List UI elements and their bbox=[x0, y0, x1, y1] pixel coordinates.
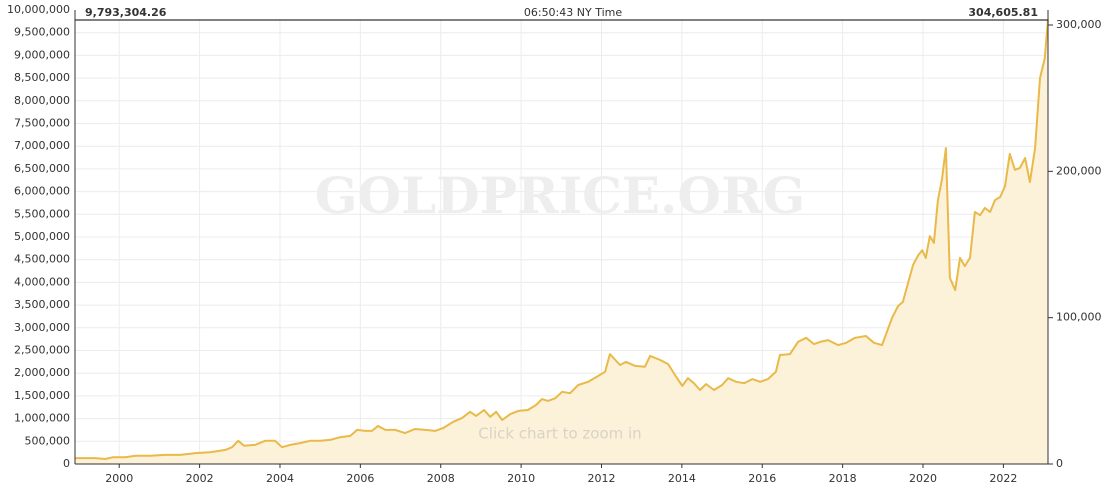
y-tick-label: 0 bbox=[63, 457, 70, 470]
y-tick-label: 10,000,000 bbox=[7, 3, 70, 16]
y-tick-label: 4,500,000 bbox=[14, 253, 70, 266]
y-tick-label: 5,000,000 bbox=[14, 230, 70, 243]
x-tick-label: 2020 bbox=[909, 472, 937, 485]
y-tick-label: 1,500,000 bbox=[14, 389, 70, 402]
y-tick-label: 5,500,000 bbox=[14, 207, 70, 220]
y-tick-label: 8,000,000 bbox=[14, 94, 70, 107]
x-tick-label: 2022 bbox=[989, 472, 1017, 485]
grid-layer bbox=[75, 9, 1048, 465]
area bbox=[75, 19, 1048, 465]
y-tick-label: 4,000,000 bbox=[14, 275, 70, 288]
y-tick-label: 1,000,000 bbox=[14, 412, 70, 425]
x-tick-label: 2012 bbox=[587, 472, 615, 485]
y-tick-label: 9,000,000 bbox=[14, 48, 70, 61]
x-tick-label: 2008 bbox=[427, 472, 455, 485]
y-tick-label: 9,500,000 bbox=[14, 26, 70, 39]
plot-layer bbox=[75, 19, 1049, 465]
x-tick-label: 2016 bbox=[748, 472, 776, 485]
x-tick-label: 2018 bbox=[829, 472, 857, 485]
y-tick-label: 6,000,000 bbox=[14, 185, 70, 198]
header-right-value: 304,605.81 bbox=[968, 6, 1038, 19]
x-tick-label: 2002 bbox=[186, 472, 214, 485]
header-left-value: 9,793,304.26 bbox=[85, 6, 167, 19]
y2-tick-label: 0 bbox=[1056, 457, 1063, 470]
x-tick-label: 2000 bbox=[105, 472, 133, 485]
price-line bbox=[75, 19, 1049, 460]
y-tick-label: 7,500,000 bbox=[14, 117, 70, 130]
x-tick-label: 2014 bbox=[668, 472, 696, 485]
y2-tick-label: 100,000 bbox=[1056, 311, 1102, 324]
y-tick-label: 6,500,000 bbox=[14, 162, 70, 175]
y-tick-label: 7,000,000 bbox=[14, 139, 70, 152]
y-tick-label: 2,000,000 bbox=[14, 366, 70, 379]
y-tick-label: 500,000 bbox=[25, 434, 71, 447]
x-tick-label: 2004 bbox=[266, 472, 294, 485]
y-tick-label: 8,500,000 bbox=[14, 71, 70, 84]
x-tick-label: 2010 bbox=[507, 472, 535, 485]
watermark: GOLDPRICE.ORG bbox=[315, 166, 805, 225]
y2-tick-label: 300,000 bbox=[1056, 18, 1102, 31]
y-tick-label: 3,000,000 bbox=[14, 321, 70, 334]
y2-tick-label: 200,000 bbox=[1056, 164, 1102, 177]
x-tick-label: 2006 bbox=[346, 472, 374, 485]
header-bar bbox=[75, 4, 1048, 20]
y-tick-label: 2,500,000 bbox=[14, 344, 70, 357]
y-tick-label: 3,500,000 bbox=[14, 298, 70, 311]
zoom-hint[interactable]: Click chart to zoom in bbox=[478, 425, 641, 443]
header-time: 06:50:43 NY Time bbox=[524, 6, 622, 19]
